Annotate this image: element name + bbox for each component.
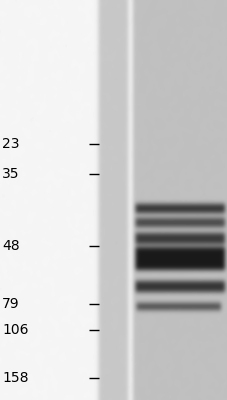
Text: 23: 23: [2, 137, 20, 151]
Text: 158: 158: [2, 371, 29, 385]
Text: 79: 79: [2, 297, 20, 311]
Text: 48: 48: [2, 239, 20, 253]
Text: 106: 106: [2, 323, 29, 337]
Text: 35: 35: [2, 167, 20, 181]
